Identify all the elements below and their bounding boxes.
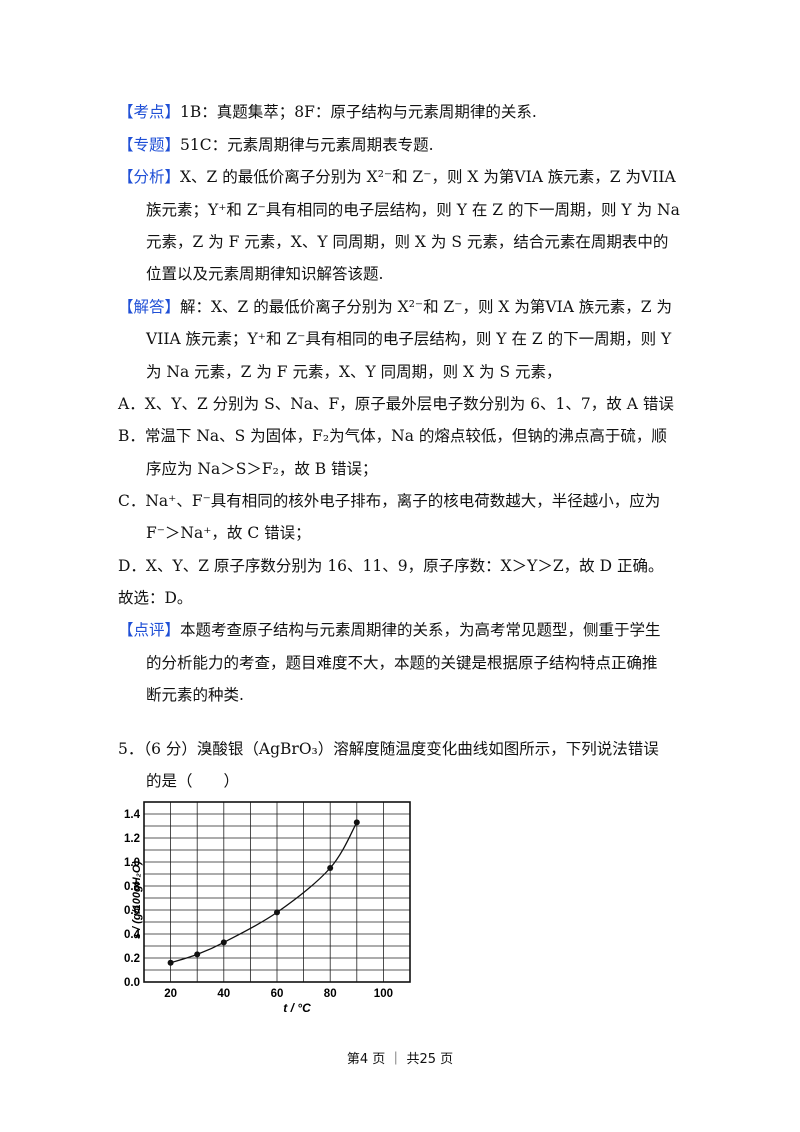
page-footer: 第4 页 ｜ 共25 页 [346,1052,454,1067]
data-point [194,951,201,958]
data-point [167,959,174,966]
y-tick-label: 0.6 [124,905,140,917]
y-tick-label: 0.4 [124,929,141,941]
fenxi-line-1: 【分析】X、Z 的最低价离子分别为 X²⁻和 Z⁻，则 X 为第VIA 族元素，… [118,166,676,188]
answer-choice: 故选：D。 [118,589,193,607]
kaodian-line: 【考点】1B：真题集萃；8F：原子结构与元素周期律的关系. [118,101,537,123]
fenxi-text-1: X、Z 的最低价离子分别为 X²⁻和 Z⁻，则 X 为第VIA 族元素，Z 为V… [180,168,676,186]
question-5-line-1: 5．（6 分）溴酸银（AgBrO₃）溶解度随温度变化曲线如图所示，下列说法错误 [118,740,659,758]
option-c-line-1: C．Na⁺、F⁻具有相同的核外电子排布，离子的核电荷数越大，半径越小，应为 [118,492,661,510]
zhuanti-line: 【专题】51C：元素周期律与元素周期表专题. [118,134,434,156]
jieda-line-2: VIIA 族元素；Y⁺和 Z⁻具有相同的电子层结构，则 Y 在 Z 的下一周期，… [146,330,672,348]
data-point [274,909,280,916]
option-d: D．X、Y、Z 原子序数分别为 16、11、9，原子序数：X＞Y＞Z，故 D 正… [118,557,664,575]
x-axis-label: t / °C [283,1001,311,1015]
y-tick-label: 1.2 [124,833,140,845]
dianping-text-1: 本题考查原子结构与元素周期律的关系，为高考常见题型，侧重于学生 [180,621,661,639]
solubility-curve [170,822,358,964]
data-point [327,865,334,871]
fenxi-line-4: 位置以及元素周期律知识解答该题. [146,265,384,283]
data-point [353,819,360,826]
kaodian-text: 1B：真题集萃；8F：原子结构与元素周期律的关系. [180,103,537,121]
x-tick-label: 100 [374,988,393,1000]
y-axis-label: s / (g/100gH₂O) [131,861,143,939]
x-tick-label: 60 [271,988,284,1000]
plot-frame [143,801,411,983]
x-tick-label: 20 [164,988,177,1000]
fenxi-line-3: 元素，Z 为 F 元素，X、Y 同周期，则 X 为 S 元素，结合元素在周期表中… [146,233,669,251]
solubility-chart: 20 40 60 80 100 0.0 0.2 0.4 0.6 0.8 1.0 1.2 1.4 t / … [124,801,411,1015]
dianping-line-2: 的分析能力的考查，题目难度不大，本题的关键是根据原子结构特点正确推 [146,654,658,672]
chart-tick-labels: 20 40 60 80 100 0.0 0.2 0.4 0.6 0.8 1.0 1.2 1.4 [124,809,393,1000]
fenxi-tag: 【分析】 [118,168,181,186]
x-tick-label: 80 [324,988,337,1000]
chart-series [167,819,360,966]
chart-grid [143,801,411,983]
chart-axes [143,801,411,983]
option-b-line-2: 序应为 Na＞S＞F₂，故 B 错误； [146,460,378,478]
jieda-tag: 【解答】 [118,298,181,316]
dianping-line-3: 断元素的种类. [146,686,244,704]
y-tick-label: 1.0 [124,857,140,869]
question-5-line-2: 的是（ ） [146,772,240,790]
zhuanti-tag: 【专题】 [118,136,181,154]
fenxi-line-2: 族元素；Y⁺和 Z⁻具有相同的电子层结构，则 Y 在 Z 的下一周期，则 Y 为… [146,201,680,219]
y-tick-label: 0.0 [124,977,140,989]
y-tick-label: 0.2 [124,953,140,965]
jieda-line-3: 为 Na 元素，Z 为 F 元素，X、Y 同周期，则 X 为 S 元素， [146,363,562,381]
jieda-line-1: 【解答】解：X、Z 的最低价离子分别为 X²⁻和 Z⁻，则 X 为第VIA 族元… [118,296,672,318]
dianping-line-1: 【点评】本题考查原子结构与元素周期律的关系，为高考常见题型，侧重于学生 [118,619,661,641]
option-b-line-1: B．常温下 Na、S 为固体，F₂为气体，Na 的熔点较低，但钠的沸点高于硫，顺 [118,427,667,445]
jieda-text-1: 解：X、Z 的最低价离子分别为 X²⁻和 Z⁻，则 X 为第VIA 族元素，Z … [180,298,673,316]
dianping-tag: 【点评】 [118,621,181,639]
option-a: A．X、Y、Z 分别为 S、Na、F，原子最外层电子数分别为 6、1、7，故 A… [118,395,674,413]
zhuanti-text: 51C：元素周期律与元素周期表专题. [180,136,434,154]
x-tick-label: 40 [217,988,230,1000]
y-tick-label: 0.8 [124,881,141,893]
y-tick-label: 1.4 [124,809,141,821]
option-c-line-2: F⁻＞Na⁺，故 C 错误； [146,524,311,542]
kaodian-tag: 【考点】 [118,103,181,121]
data-point [220,939,227,946]
